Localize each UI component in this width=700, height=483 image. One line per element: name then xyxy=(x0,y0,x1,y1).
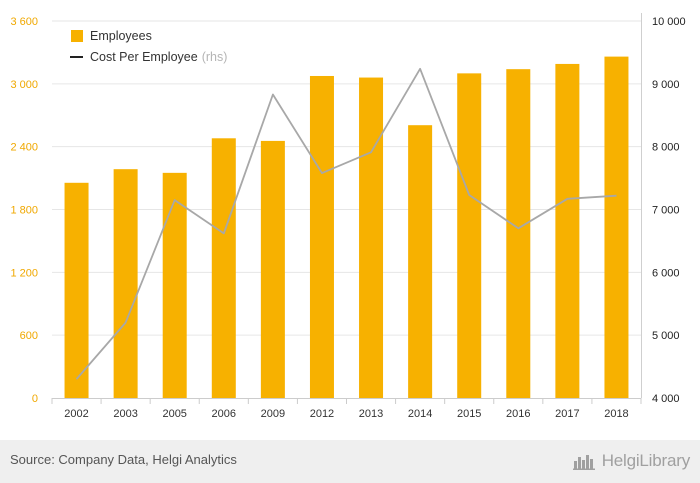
legend-label-cost: Cost Per Employee (rhs) xyxy=(90,50,227,64)
helgi-library-logo[interactable]: HelgiLibrary xyxy=(572,448,691,474)
grid-lines xyxy=(52,20,641,336)
x-tick-label: 2018 xyxy=(604,408,628,420)
bar-employees xyxy=(211,138,236,399)
left-tick-label: 0 xyxy=(32,393,38,405)
right-tick-label: 7 000 xyxy=(652,205,680,217)
bar-employees xyxy=(604,56,629,398)
line-cost-per-employee xyxy=(75,67,617,380)
right-tick-label: 10 000 xyxy=(652,16,686,28)
right-tick-label: 4 000 xyxy=(652,393,680,405)
right-tick-label: 8 000 xyxy=(652,142,680,154)
bar-employees xyxy=(457,73,482,398)
x-tick-label: 2009 xyxy=(261,408,285,420)
right-tick-label: 5 000 xyxy=(652,330,680,342)
footer: Source: Company Data, Helgi Analytics He… xyxy=(0,440,700,483)
x-tick-label: 2006 xyxy=(212,408,236,420)
line-series xyxy=(75,67,617,380)
right-tick-label: 9 000 xyxy=(652,79,680,91)
x-tick-label: 2016 xyxy=(506,408,530,420)
left-tick-label: 3 000 xyxy=(10,79,38,91)
logo-text: HelgiLibrary xyxy=(601,451,691,470)
left-tick-label: 1 800 xyxy=(10,205,38,217)
legend-label-cost-main: Cost Per Employee xyxy=(90,50,198,64)
x-tick-label: 2003 xyxy=(113,408,137,420)
legend-label-cost-suffix: (rhs) xyxy=(202,50,228,64)
bar-employees xyxy=(555,63,580,399)
source-text: Source: Company Data, Helgi Analytics xyxy=(10,452,237,467)
right-axis: 4 000 5 000 6 000 7 000 8 000 9 000 10 000 xyxy=(641,13,686,405)
right-tick-label: 6 000 xyxy=(652,267,680,279)
legend-label-employees: Employees xyxy=(90,29,152,43)
x-tick-label: 2013 xyxy=(359,408,383,420)
x-tick-label: 2017 xyxy=(555,408,579,420)
bar-employees xyxy=(64,182,89,398)
bar-employees xyxy=(359,77,384,399)
bar-employees xyxy=(260,140,285,398)
legend: Employees Cost Per Employee (rhs) xyxy=(70,29,227,64)
x-tick-label: 2014 xyxy=(408,408,432,420)
x-tick-label: 2012 xyxy=(310,408,334,420)
left-tick-label: 2 400 xyxy=(10,142,38,154)
x-axis: 2002 2003 2005 2006 2009 2012 2013 2014 2015 2016… xyxy=(51,398,642,420)
left-tick-label: 600 xyxy=(20,330,38,342)
bar-employees xyxy=(113,169,138,398)
left-axis: 0 600 1 200 1 800 2 400 3 000 3 600 xyxy=(10,16,38,405)
left-tick-label: 1 200 xyxy=(10,267,38,279)
left-tick-label: 3 600 xyxy=(10,16,38,28)
city-skyline-icon xyxy=(572,455,595,470)
legend-swatch-employees xyxy=(71,30,83,42)
x-tick-label: 2005 xyxy=(162,408,186,420)
x-tick-label: 2015 xyxy=(457,408,481,420)
bars-series xyxy=(64,56,629,399)
chart-svg: 0 600 1 200 1 800 2 400 3 000 3 600 4 000 5 000… xyxy=(10,13,686,420)
x-tick-label: 2002 xyxy=(64,408,88,420)
chart-area: 0 600 1 200 1 800 2 400 3 000 3 600 4 000 5 000… xyxy=(10,13,686,420)
bar-employees xyxy=(506,69,531,398)
bar-employees xyxy=(408,125,433,398)
bar-employees xyxy=(309,75,334,399)
bar-employees xyxy=(162,172,187,398)
